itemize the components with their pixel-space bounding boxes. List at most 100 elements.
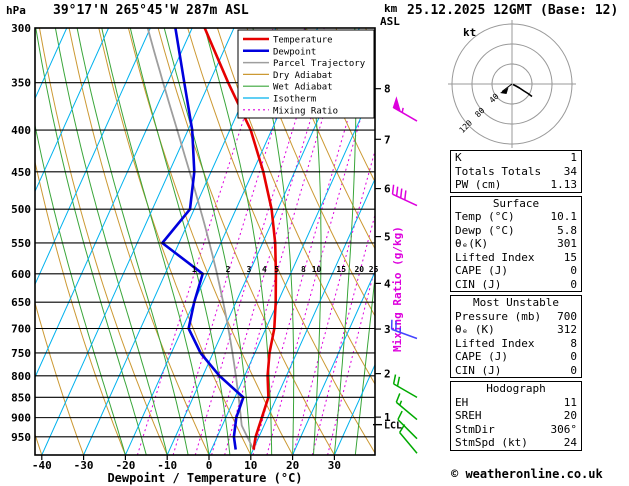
legend-item: Parcel Trajectory [243,59,366,69]
svg-text:400: 400 [11,124,31,137]
hodograph-unit-label: kt [463,26,477,39]
table-value: 0 [570,277,577,291]
table-section: Hodograph EH 11 SREH 20 StmDir 306° StmSpd (kt)… [450,381,582,451]
svg-text:450: 450 [11,166,31,179]
table-label: θₑ (K) [455,323,495,336]
svg-text:Isotherm: Isotherm [273,95,316,105]
svg-text:Dry Adiabat: Dry Adiabat [273,71,333,81]
svg-text:700: 700 [11,323,31,336]
svg-text:5: 5 [384,231,391,244]
table-row: Lifted Index 15 [451,251,581,265]
svg-text:Dewpoint: Dewpoint [273,47,316,57]
wind-barbs [390,96,418,454]
svg-text:10: 10 [312,265,322,274]
wind-barb [392,374,418,399]
km-axis: 8 7 6 5 4 3 2 1 [375,83,391,424]
table-row: StmSpd (kt) 24 [451,436,581,450]
table-row: Lifted Index 8 [451,337,581,351]
table-label: CIN (J) [455,363,502,377]
table-section: Most Unstable Pressure (mb) 700 θₑ (K) 312 Li… [450,295,582,378]
table-value: 5.8 [557,223,577,237]
svg-text:900: 900 [11,412,31,425]
svg-text:30: 30 [328,459,341,472]
svg-text:40: 40 [487,92,500,105]
indices-table: K 1 Totals Totals 34 PW (cm) 1.13 Surface Temp … [450,150,582,454]
svg-text:-20: -20 [115,459,135,472]
svg-text:-30: -30 [74,459,94,472]
svg-text:8: 8 [384,83,391,96]
svg-text:650: 650 [11,296,31,309]
datetime-title: 25.12.2025 12GMT (Base: 12) [407,3,619,18]
table-value: 306° [550,422,578,436]
table-section: Surface Temp (°C) 10.1 Dewp (°C) 5.8 θₑ(K) 301… [450,195,582,292]
table-row: Pressure (mb) 700 [451,310,581,324]
svg-text:1: 1 [384,411,391,424]
svg-text:500: 500 [11,203,31,216]
legend-item: Isotherm [243,95,316,105]
table-row: Dewp (°C) 5.8 [451,224,581,238]
svg-text:-10: -10 [157,459,177,472]
table-label: Temp (°C) [455,210,515,223]
svg-text:2: 2 [384,368,391,381]
table-value: 0 [570,363,577,377]
wind-barb [391,184,418,207]
table-row: CAPE (J) 0 [451,264,581,278]
table-value: 20 [563,409,577,422]
legend-item: Dewpoint [243,47,316,57]
table-row: Temp (°C) 10.1 [451,210,581,224]
table-value: 1.13 [550,178,578,191]
parcel-curve [146,28,255,451]
table-value: 24 [563,436,577,449]
wind-barb [392,96,418,122]
svg-text:350: 350 [11,77,31,90]
table-value: 34 [563,164,577,178]
table-section-header: Surface [492,196,540,210]
svg-text:750: 750 [11,347,31,360]
svg-text:Wet Adiabat: Wet Adiabat [273,83,333,93]
table-row: θₑ (K) 312 [451,323,581,337]
table-label: CAPE (J) [455,350,508,363]
pressure-axis-unit: hPa [6,4,26,17]
wind-barb [399,424,418,454]
table-value: 0 [570,350,577,363]
svg-text:850: 850 [11,391,31,404]
station-title: 39°17'N 265°45'W 287m ASL [53,3,249,18]
table-row: StmDir 306° [451,423,581,437]
svg-text:8: 8 [301,265,306,274]
altitude-unit-asl: ASL [380,15,400,28]
svg-text:20: 20 [286,459,299,472]
hodograph-trace [500,83,533,98]
svg-text:LCL: LCL [384,421,402,432]
table-value: 700 [557,309,577,323]
table-value: 15 [563,250,577,264]
table-label: K [455,151,462,164]
svg-text:Dewpoint / Temperature (°C): Dewpoint / Temperature (°C) [107,471,302,485]
svg-text:10: 10 [244,459,257,472]
svg-text:-40: -40 [32,459,52,472]
svg-text:0: 0 [206,459,213,472]
svg-text:6: 6 [384,183,391,196]
legend-item: Wet Adiabat [243,83,333,93]
svg-text:20: 20 [354,265,364,274]
svg-text:3: 3 [384,323,391,336]
mixing-ratio-labels: 1 2 3 4 5 8 10 15 20 25 [192,265,379,274]
table-section-header: Hodograph [486,382,546,395]
table-label: CAPE (J) [455,264,508,277]
table-label: Dewp (°C) [455,223,515,237]
svg-text:600: 600 [11,268,31,281]
wind-barb [395,393,418,421]
table-label: PW (cm) [455,178,502,191]
lcl-marker: LCL [373,421,402,432]
svg-text:4: 4 [384,277,391,290]
table-label: θₑ(K) [455,237,489,250]
table-row: CIN (J) 0 [451,278,581,292]
table-row: CIN (J) 0 [451,364,581,378]
table-label: Lifted Index [455,250,535,264]
svg-text:950: 950 [11,431,31,444]
storm-motion-arrow [500,87,509,94]
svg-text:2: 2 [226,265,231,274]
copyright-link[interactable]: © weatheronline.co.uk [451,467,603,481]
